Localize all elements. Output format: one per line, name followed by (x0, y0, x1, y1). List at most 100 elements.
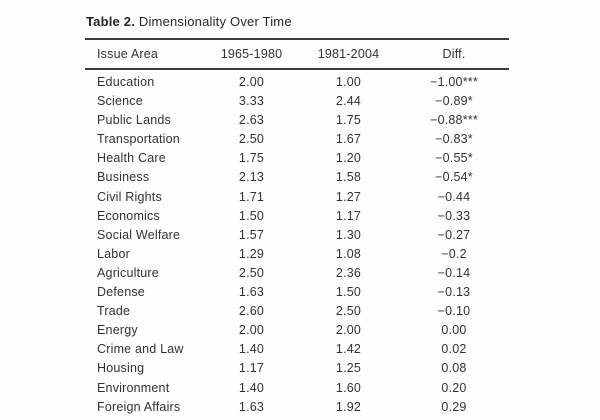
table-row: Science 3.33 2.44 −0.89* (85, 92, 509, 111)
table-row: Health Care 1.75 1.20 −0.55* (85, 149, 509, 168)
column-header-diff: Diff. (399, 39, 509, 70)
table-2-container: Table 2. Dimensionality Over Time Issue … (85, 13, 509, 417)
table-header-row: Issue Area 1965-1980 1981-2004 Diff. (85, 39, 509, 70)
value-cell: 1.58 (335, 170, 362, 185)
value-cell: 1.75 (238, 151, 265, 166)
issue-area-cell: Public Lands (97, 113, 171, 128)
table-row: Public Lands 2.63 1.75 −0.88*** (85, 111, 509, 130)
value-cell: 1.29 (238, 246, 265, 261)
value-cell: 0.00 (441, 323, 467, 338)
issue-area-cell: Social Welfare (97, 227, 181, 242)
value-cell: 1.60 (335, 380, 362, 395)
issue-area-cell: Foreign Affairs (97, 399, 181, 414)
table-row: Environment 1.40 1.60 0.20 (85, 379, 509, 398)
issue-area-cell: Civil Rights (97, 189, 162, 204)
dimensionality-table: Issue Area 1965-1980 1981-2004 Diff. Edu… (85, 38, 509, 417)
value-cell: −0.54* (435, 170, 473, 185)
value-cell: 1.40 (238, 342, 265, 357)
issue-area-cell: Energy (97, 323, 138, 338)
value-cell: −0.13 (437, 285, 471, 300)
value-cell: 1.27 (335, 189, 362, 204)
value-cell: 1.57 (238, 227, 265, 242)
column-header-issue-area: Issue Area (85, 39, 205, 70)
value-cell: −0.2 (441, 246, 467, 261)
table-row: Business 2.13 1.58 −0.54* (85, 168, 509, 187)
value-cell: −0.55* (435, 151, 473, 166)
value-cell: 1.42 (335, 342, 362, 357)
value-cell: −0.33 (437, 208, 471, 223)
value-cell: 2.60 (238, 304, 265, 319)
value-cell: 1.08 (335, 246, 362, 261)
table-row: Agriculture 2.50 2.36 −0.14 (85, 264, 509, 283)
table-caption-title: Dimensionality Over Time (138, 14, 292, 29)
table-row: Energy 2.00 2.00 0.00 (85, 321, 509, 340)
value-cell: 1.00 (335, 75, 362, 89)
value-cell: 1.50 (335, 285, 362, 300)
table-row: Housing 1.17 1.25 0.08 (85, 359, 509, 378)
value-cell: 2.50 (238, 265, 265, 280)
value-cell: 2.63 (238, 113, 265, 128)
value-cell: 2.44 (335, 94, 362, 109)
value-cell: 1.20 (335, 151, 362, 166)
value-cell: −1.00*** (430, 75, 478, 89)
table-row: Crime and Law 1.40 1.42 0.02 (85, 340, 509, 359)
value-cell: −0.10 (437, 304, 471, 319)
table-row: Social Welfare 1.57 1.30 −0.27 (85, 226, 509, 245)
value-cell: −0.27 (437, 227, 471, 242)
table-caption: Table 2. Dimensionality Over Time (86, 13, 509, 30)
value-cell: −0.88*** (430, 113, 478, 128)
value-cell: 0.02 (441, 342, 467, 357)
value-cell: 1.17 (335, 208, 362, 223)
value-cell: 2.50 (335, 304, 362, 319)
issue-area-cell: Defense (97, 285, 145, 300)
issue-area-cell: Science (97, 94, 143, 109)
column-header-1965-1980: 1965-1980 (205, 39, 298, 70)
value-cell: 1.67 (335, 132, 362, 147)
value-cell: 2.13 (238, 170, 265, 185)
value-cell: 1.40 (238, 380, 265, 395)
value-cell: −0.14 (437, 265, 471, 280)
value-cell: 2.50 (238, 132, 265, 147)
table-row: Trade 2.60 2.50 −0.10 (85, 302, 509, 321)
value-cell: 1.50 (238, 208, 265, 223)
value-cell: −0.83* (435, 132, 473, 147)
value-cell: 1.17 (238, 361, 265, 376)
issue-area-cell: Crime and Law (97, 342, 184, 357)
table-row: Defense 1.63 1.50 −0.13 (85, 283, 509, 302)
value-cell: 0.29 (441, 399, 467, 414)
value-cell: 1.63 (238, 399, 265, 414)
value-cell: 3.33 (238, 94, 265, 109)
value-cell: 1.75 (335, 113, 362, 128)
table-row: Labor 1.29 1.08 −0.2 (85, 245, 509, 264)
issue-area-cell: Transportation (97, 132, 180, 147)
table-row: Education 2.00 1.00 −1.00*** (85, 69, 509, 92)
table-row: Economics 1.50 1.17 −0.33 (85, 207, 509, 226)
value-cell: 2.00 (335, 323, 362, 338)
issue-area-cell: Trade (97, 304, 131, 319)
value-cell: 1.92 (335, 399, 362, 414)
table-row: Transportation 2.50 1.67 −0.83* (85, 130, 509, 149)
column-header-1981-2004: 1981-2004 (298, 39, 399, 70)
value-cell: 2.00 (238, 75, 265, 89)
issue-area-cell: Economics (97, 208, 160, 223)
value-cell: 1.25 (335, 361, 362, 376)
issue-area-cell: Business (97, 170, 150, 185)
value-cell: −0.89* (435, 94, 473, 109)
table-caption-label: Table 2. (86, 14, 136, 29)
value-cell: 0.20 (441, 380, 467, 395)
value-cell: 1.71 (238, 189, 265, 204)
issue-area-cell: Labor (97, 246, 130, 261)
issue-area-cell: Agriculture (97, 265, 159, 280)
value-cell: 1.30 (335, 227, 362, 242)
table-row: Foreign Affairs 1.63 1.92 0.29 (85, 398, 509, 417)
issue-area-cell: Housing (97, 361, 145, 376)
value-cell: 0.08 (441, 361, 467, 376)
value-cell: 1.63 (238, 285, 265, 300)
value-cell: −0.44 (437, 189, 471, 204)
issue-area-cell: Health Care (97, 151, 166, 166)
value-cell: 2.36 (335, 265, 362, 280)
issue-area-cell: Environment (97, 380, 170, 395)
table-body: Education 2.00 1.00 −1.00*** Science 3.33 2.44… (85, 69, 509, 417)
value-cell: 2.00 (238, 323, 265, 338)
